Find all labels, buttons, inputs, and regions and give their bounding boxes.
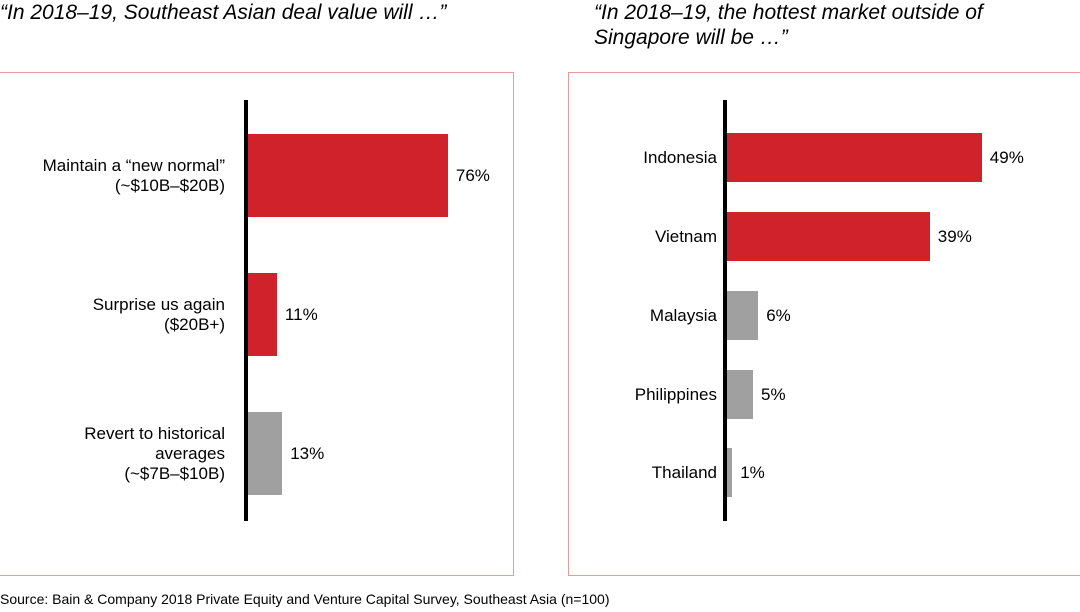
category-label: Maintain a “new normal” (~$10B–$20B) xyxy=(0,156,225,196)
category-label-line: Maintain a “new normal” xyxy=(42,155,225,175)
category-label: Surprise us again ($20B+) xyxy=(0,295,225,335)
value-label: 13% xyxy=(290,443,325,463)
right-chart-title: “In 2018–19, the hottest market outside … xyxy=(594,0,983,50)
category-label-line: (~$7B–$10B) xyxy=(124,463,225,483)
value-label: 11% xyxy=(284,304,318,324)
value-label: 49% xyxy=(989,147,1024,167)
category-label-line: Indonesia xyxy=(643,147,717,167)
left-chart-frame xyxy=(0,72,514,576)
right-title-line: Singapore will be …” xyxy=(594,26,788,49)
bar xyxy=(727,291,759,340)
category-label: Revert to historical averages (~$7B–$10B) xyxy=(0,424,225,484)
category-label-line: Thailand xyxy=(651,462,717,482)
right-title-line: “In 2018–19, the hottest market outside … xyxy=(594,1,983,24)
left-axis xyxy=(244,100,248,521)
value-label: 1% xyxy=(740,462,765,482)
category-label-line: ($20B+) xyxy=(164,314,225,334)
right-axis xyxy=(723,100,727,521)
bar xyxy=(248,273,277,356)
bar xyxy=(248,134,448,217)
category-label-line: Philippines xyxy=(634,384,717,404)
category-label: Thailand xyxy=(477,463,717,483)
bar xyxy=(727,133,982,182)
bar xyxy=(727,212,930,261)
value-label: 39% xyxy=(937,226,972,246)
value-label: 76% xyxy=(455,165,490,185)
category-label-line: Malaysia xyxy=(649,305,717,325)
bar xyxy=(248,412,283,495)
category-label: Vietnam xyxy=(477,227,717,247)
source-note: Source: Bain & Company 2018 Private Equi… xyxy=(0,591,610,607)
category-label: Malaysia xyxy=(477,306,717,326)
bar xyxy=(727,448,733,497)
category-label-line: Revert to historical xyxy=(84,423,225,443)
value-label: 5% xyxy=(761,384,786,404)
bar xyxy=(727,370,753,419)
right-chart-frame xyxy=(568,72,1080,576)
category-label-line: (~$10B–$20B) xyxy=(114,175,225,195)
value-label: 6% xyxy=(766,305,791,325)
category-label-line: averages xyxy=(155,443,225,463)
category-label-line: Surprise us again xyxy=(92,294,225,314)
category-label: Philippines xyxy=(477,385,717,405)
category-label-line: Vietnam xyxy=(654,226,717,246)
left-chart-title: “In 2018–19, Southeast Asian deal value … xyxy=(0,1,447,24)
category-label: Indonesia xyxy=(477,148,717,168)
